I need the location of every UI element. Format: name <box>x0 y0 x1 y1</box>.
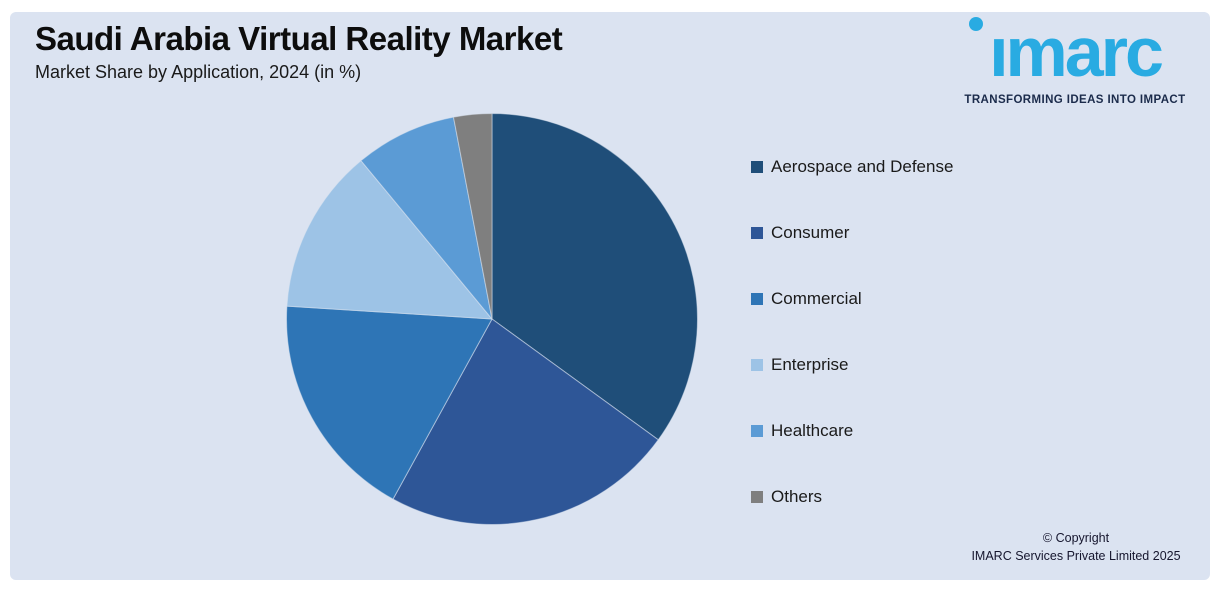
pie-chart <box>286 113 698 525</box>
legend-item-enterprise: Enterprise <box>751 354 953 376</box>
legend-item-consumer: Consumer <box>751 222 953 244</box>
legend-item-aerospace-and-defense: Aerospace and Defense <box>751 156 953 178</box>
pie-chart-svg <box>286 113 698 525</box>
imarc-tagline: TRANSFORMING IDEAS INTO IMPACT <box>964 94 1186 106</box>
legend-swatch-icon <box>751 293 763 305</box>
legend-item-others: Others <box>751 486 953 508</box>
imarc-logo: ımarc TRANSFORMING IDEAS INTO IMPACT <box>958 10 1192 106</box>
legend-label: Enterprise <box>771 355 849 374</box>
copyright-line1: © Copyright <box>1042 531 1110 545</box>
legend-swatch-icon <box>751 227 763 239</box>
page-title: Saudi Arabia Virtual Reality Market <box>35 20 563 57</box>
pie-slice-consumer <box>392 318 659 525</box>
imarc-dot-icon <box>969 17 983 31</box>
legend-label: Aerospace and Defense <box>771 157 954 176</box>
legend-swatch-icon <box>751 161 763 173</box>
legend-item-healthcare: Healthcare <box>751 420 953 442</box>
legend-swatch-icon <box>751 491 763 503</box>
legend-label: Consumer <box>771 223 850 242</box>
pie-slice-healthcare <box>360 116 493 320</box>
copyright-notice: © Copyright IMARC Services Private Limit… <box>960 529 1192 565</box>
imarc-wordmark-text: ımarc <box>989 13 1164 91</box>
chart-legend: Aerospace and Defense Consumer Commercia… <box>751 156 953 552</box>
pie-slice-enterprise <box>286 160 493 320</box>
legend-swatch-icon <box>751 359 763 371</box>
page-subtitle: Market Share by Application, 2024 (in %) <box>35 62 362 82</box>
legend-label: Others <box>771 487 823 506</box>
pie-slice-aerospace-and-defense <box>491 113 698 441</box>
legend-label: Commercial <box>771 289 862 308</box>
legend-item-commercial: Commercial <box>751 288 953 310</box>
legend-swatch-icon <box>751 425 763 437</box>
pie-slice-others <box>452 113 493 320</box>
pie-slice-commercial <box>286 305 493 500</box>
imarc-wordmark: ımarc <box>958 10 1192 94</box>
legend-label: Healthcare <box>771 421 854 440</box>
copyright-line2: IMARC Services Private Limited 2025 <box>971 549 1181 564</box>
